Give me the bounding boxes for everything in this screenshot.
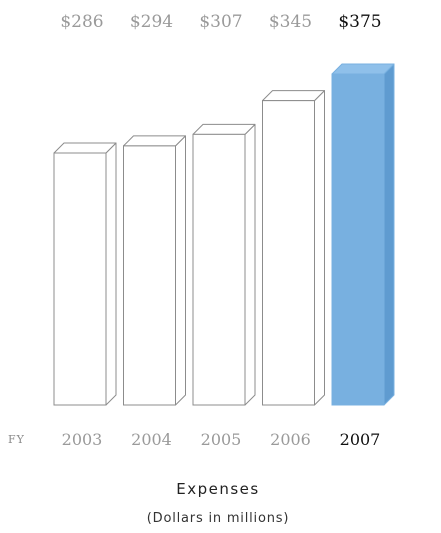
year-label-2007: 2007: [340, 430, 381, 449]
fy-label: FY: [8, 433, 25, 446]
bar-2005: [192, 123, 256, 406]
bar-front-2004: [123, 145, 176, 406]
bar-top-2005: [192, 123, 256, 135]
year-label-2005: 2005: [201, 430, 242, 449]
bar-top-2007: [331, 63, 395, 75]
chart-subtitle: (Dollars in millions): [147, 511, 289, 526]
year-labels: 2003 2004 2005 2006 2007: [62, 430, 381, 449]
bar-2003: [53, 142, 117, 406]
year-label-2003: 2003: [62, 430, 103, 449]
value-labels: $286 $294 $307 $345 $375: [60, 12, 381, 32]
bar-top-2006: [262, 90, 325, 102]
bar-front-2003: [53, 152, 107, 406]
year-label-2004: 2004: [131, 430, 172, 449]
bar-top-2003: [53, 142, 117, 154]
bar-top-2004: [123, 135, 186, 147]
bar-2004: [123, 135, 186, 406]
chart-title: Expenses: [176, 480, 259, 498]
bar-2007: [331, 63, 395, 406]
year-label-2006: 2006: [270, 430, 311, 449]
bar-side-2005: [244, 123, 256, 406]
bar-side-2007: [383, 63, 395, 406]
value-label-2003: $286: [60, 12, 103, 32]
bars: [53, 63, 395, 406]
bar-side-2004: [175, 135, 186, 406]
bar-front-2006: [262, 100, 315, 406]
value-label-2006: $345: [269, 12, 312, 32]
value-label-2005: $307: [199, 12, 242, 32]
bar-front-2005: [192, 133, 246, 406]
bar-2006: [262, 90, 325, 406]
bar-side-2006: [314, 90, 325, 406]
value-label-2007: $375: [338, 12, 381, 32]
bar-front-2007: [331, 73, 385, 406]
bar-side-2003: [105, 142, 117, 406]
value-label-2004: $294: [130, 12, 173, 32]
